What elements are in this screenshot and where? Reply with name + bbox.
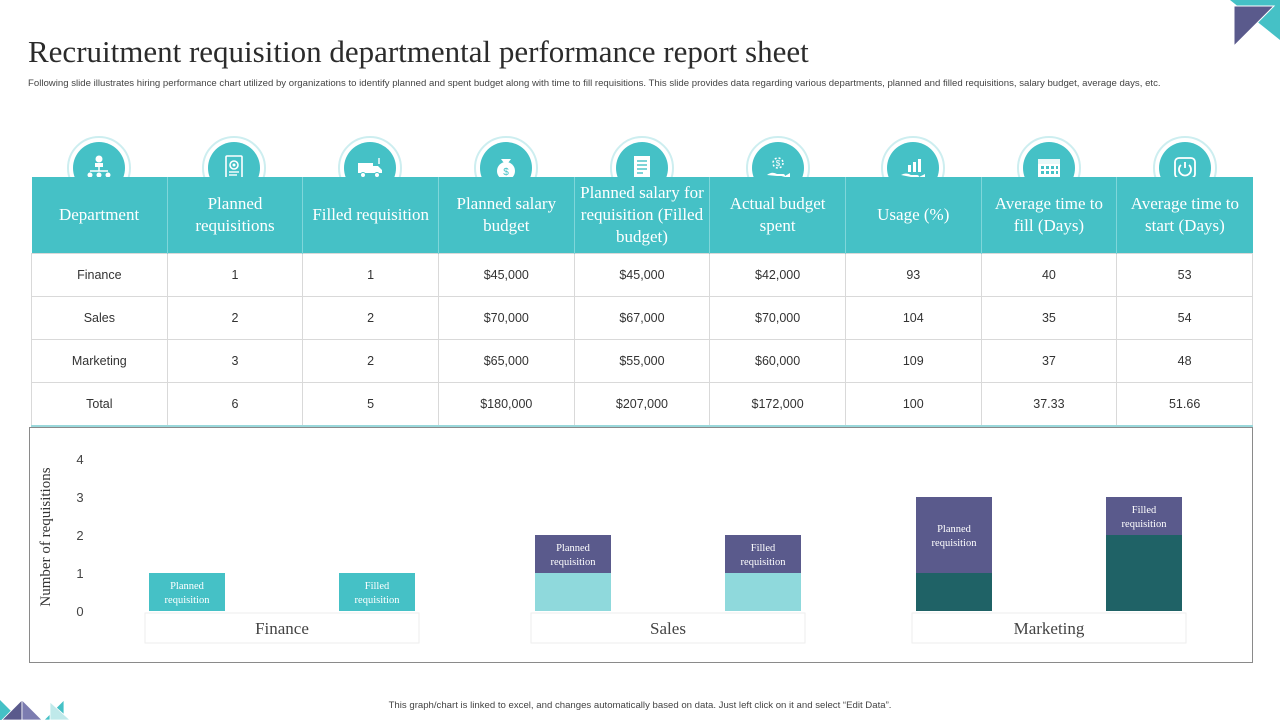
bar-segment xyxy=(916,573,992,611)
table-cell: $172,000 xyxy=(709,382,846,427)
svg-text:$: $ xyxy=(503,167,509,178)
bar-segment xyxy=(725,573,801,611)
table-cell: 100 xyxy=(844,382,982,427)
bar-label: requisition xyxy=(165,595,211,606)
page-subtitle: Following slide illustrates hiring perfo… xyxy=(28,78,1161,89)
y-tick-label: 4 xyxy=(76,452,83,467)
table-cell: Marketing xyxy=(31,339,168,383)
header-usage: Usage (%) xyxy=(845,177,982,254)
header-actual-budget-spent: Actual budget spent xyxy=(709,177,846,254)
table-cell: 2 xyxy=(302,296,439,340)
table-row: Marketing 3 2 $65,000 $55,000 $60,000 10… xyxy=(31,339,1253,383)
table-cell: $67,000 xyxy=(573,296,711,340)
table-row: Sales 2 2 $70,000 $67,000 $70,000 104 35… xyxy=(31,296,1253,340)
table-cell: 104 xyxy=(844,296,982,340)
table-cell: 93 xyxy=(844,253,982,297)
table-cell: $70,000 xyxy=(437,296,575,340)
bar-label: Planned xyxy=(556,543,591,554)
requisition-chart: 0 1 2 3 4 Number of requisitions Finance Planne… xyxy=(29,427,1253,663)
bar-segment xyxy=(1106,535,1182,611)
bar-label: requisition xyxy=(1122,519,1168,530)
table-cell: $60,000 xyxy=(709,339,846,383)
bar-label: requisition xyxy=(932,538,978,549)
table-cell: 37 xyxy=(980,339,1118,383)
header-filled-requisition: Filled requisition xyxy=(302,177,439,254)
footer-note: This graph/chart is linked to excel, and… xyxy=(388,700,892,711)
bar-segment xyxy=(916,497,992,573)
bar-segment xyxy=(725,535,801,573)
table-cell: Total xyxy=(31,382,168,427)
y-tick-label: 3 xyxy=(76,490,83,505)
category-label: Sales xyxy=(650,619,686,638)
y-axis-label: Number of requisitions xyxy=(38,467,54,606)
bar-label: Planned xyxy=(170,581,205,592)
table-cell: 48 xyxy=(1116,339,1253,383)
bar-label: Filled xyxy=(751,543,776,554)
bar-segment xyxy=(535,535,611,573)
table-cell: $45,000 xyxy=(437,253,575,297)
svg-text:$: $ xyxy=(776,159,781,168)
corner-decoration-bottom-left xyxy=(0,699,71,720)
header-avg-time-to-start: Average time to start (Days) xyxy=(1116,177,1253,254)
bar-segment xyxy=(149,573,225,611)
header-avg-time-to-fill: Average time to fill (Days) xyxy=(981,177,1118,254)
category-label-box xyxy=(911,612,1187,644)
bar-segment xyxy=(1106,497,1182,535)
bar-label: requisition xyxy=(551,557,597,568)
bar-label: requisition xyxy=(741,557,787,568)
table-cell: 2 xyxy=(302,339,439,383)
power-icon xyxy=(1153,136,1217,200)
bar-label: Filled xyxy=(1132,505,1157,516)
header-planned-salary-budget: Planned salary budget xyxy=(438,177,575,254)
bar-label: requisition xyxy=(355,595,401,606)
table-cell: $65,000 xyxy=(437,339,575,383)
table-cell: $45,000 xyxy=(573,253,711,297)
y-tick-label: 1 xyxy=(76,566,83,581)
table-cell: 5 xyxy=(302,382,439,427)
y-tick-label: 0 xyxy=(76,604,83,619)
table-cell: 54 xyxy=(1116,296,1253,340)
table-cell: $70,000 xyxy=(709,296,846,340)
category-label-box xyxy=(530,612,806,644)
table-cell: 2 xyxy=(166,296,304,340)
table-cell: $207,000 xyxy=(573,382,711,427)
table-cell: 37.33 xyxy=(980,382,1118,427)
table-cell: $42,000 xyxy=(709,253,846,297)
table-cell: 53 xyxy=(1116,253,1253,297)
table-cell: 35 xyxy=(980,296,1118,340)
requisition-bar-chart: 0 1 2 3 4 Number of requisitions Finance Planne… xyxy=(38,452,1187,644)
table-cell: 51.66 xyxy=(1116,382,1253,427)
page-title: Recruitment requisition departmental per… xyxy=(28,34,809,69)
table-cell: 109 xyxy=(844,339,982,383)
table-cell: Sales xyxy=(31,296,168,340)
bar-segment xyxy=(535,573,611,611)
table-cell: 1 xyxy=(166,253,304,297)
header-planned-requisitions: Planned requisitions xyxy=(167,177,304,254)
table-cell: 40 xyxy=(980,253,1118,297)
table-cell: 3 xyxy=(166,339,304,383)
bar-label: Planned xyxy=(937,524,972,535)
table-row-total: Total 6 5 $180,000 $207,000 $172,000 100… xyxy=(31,382,1253,427)
table-cell: 1 xyxy=(302,253,439,297)
bar-segment xyxy=(339,573,415,611)
bar-label: Filled xyxy=(365,581,390,592)
table-cell: 6 xyxy=(166,382,304,427)
corner-decoration-top-right xyxy=(1230,0,1280,48)
table-cell: $180,000 xyxy=(437,382,575,427)
table-cell: Finance xyxy=(31,253,168,297)
table-cell: $55,000 xyxy=(573,339,711,383)
category-label: Finance xyxy=(255,619,309,638)
category-label-box xyxy=(144,612,420,644)
table-header-row: Department Planned requisitions Filled r… xyxy=(31,177,1253,254)
table-row: Finance 1 1 $45,000 $45,000 $42,000 93 4… xyxy=(31,253,1253,297)
report-table: Department Planned requisitions Filled r… xyxy=(31,177,1253,427)
header-department: Department xyxy=(31,177,168,254)
header-planned-salary-filled-budget: Planned salary for requisition (Filled b… xyxy=(574,177,711,254)
y-tick-label: 2 xyxy=(76,528,83,543)
category-label: Marketing xyxy=(1014,619,1085,638)
